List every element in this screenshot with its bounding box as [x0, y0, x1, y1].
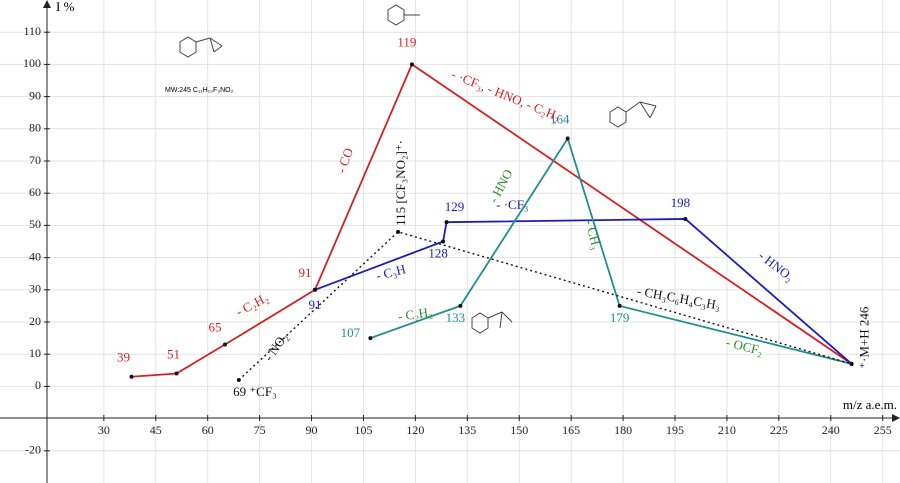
- point: [565, 136, 570, 141]
- x-tick-label: 180: [614, 423, 632, 437]
- y-tick-label: 30: [29, 282, 41, 296]
- point: [313, 287, 317, 292]
- y-tick-label: 50: [29, 217, 41, 231]
- x-axis-arrow: [892, 414, 900, 422]
- point-label: 198: [671, 195, 691, 210]
- x-tick-label: 60: [202, 423, 214, 437]
- y-tick-label: -20: [25, 443, 41, 457]
- point-label: 91: [299, 265, 312, 280]
- x-tick-label: 45: [150, 423, 162, 437]
- point-label: 69 ⁺CF₃: [233, 384, 277, 399]
- x-tick-label: 30: [98, 423, 110, 437]
- point: [849, 361, 854, 366]
- series-line: [314, 218, 853, 365]
- point: [458, 303, 463, 308]
- y-axis-arrow: [43, 0, 51, 8]
- x-tick-label: 150: [510, 423, 528, 437]
- y-tick-label: 100: [23, 56, 41, 70]
- y-tick-label: 90: [29, 88, 41, 102]
- x-tick-label: 90: [306, 423, 318, 437]
- x-tick-label: 240: [822, 423, 840, 437]
- annotation: - ·CF₃: [496, 197, 528, 212]
- point: [683, 216, 688, 221]
- point-label: 115 [CF₃NO₂]⁺·: [393, 140, 408, 226]
- y-axis-label: I %: [56, 0, 75, 14]
- x-tick-label: 75: [254, 423, 266, 437]
- point-label: 107: [341, 325, 361, 340]
- annotation: - C₂H₂: [397, 304, 433, 324]
- point: [396, 229, 401, 234]
- x-tick-label: 120: [406, 423, 424, 437]
- y-tick-label: 10: [29, 346, 41, 360]
- x-axis-label: m/z a.e.m.: [843, 397, 897, 412]
- point-label: ⁺·M+H 246: [857, 306, 872, 369]
- point: [223, 342, 227, 347]
- point: [368, 336, 373, 341]
- point-label: 51: [167, 347, 180, 362]
- annotation: - C₃H: [374, 261, 407, 283]
- point-label: 129: [445, 199, 465, 214]
- x-tick-label: 255: [874, 423, 892, 437]
- point-label: 164: [550, 111, 570, 126]
- point: [129, 374, 134, 379]
- series-line: [131, 63, 853, 378]
- x-tick-label: 210: [718, 423, 736, 437]
- y-tick-label: 40: [29, 249, 41, 263]
- annotation: - CH₃: [582, 218, 604, 251]
- point: [174, 371, 179, 376]
- point: [444, 220, 449, 225]
- point: [617, 303, 622, 308]
- y-tick-label: 20: [29, 314, 41, 328]
- x-tick-label: 195: [666, 423, 684, 437]
- annotation: - CH₃C₆H₄C₃H₃: [636, 283, 722, 312]
- point-label: 128: [428, 245, 448, 260]
- annotation: - C₂H₂: [233, 290, 271, 320]
- y-tick-label: 60: [29, 185, 41, 199]
- y-tick-label: 0: [35, 378, 41, 392]
- point-label: 65: [209, 320, 222, 335]
- x-tick-label: 165: [562, 423, 580, 437]
- point-label: 39: [117, 350, 130, 365]
- x-tick-label: 105: [354, 423, 372, 437]
- y-tick-label: 110: [23, 24, 41, 38]
- point-label: 91: [309, 297, 322, 312]
- point-label: 179: [610, 310, 630, 325]
- point: [441, 239, 446, 244]
- molecule-sketch: [179, 4, 657, 334]
- annotation: - ·CF₃, - HNO, - C₂H₂: [449, 67, 562, 124]
- x-tick-label: 135: [458, 423, 476, 437]
- point: [236, 377, 241, 382]
- y-tick-label: 70: [29, 153, 41, 167]
- annotation: - CO: [333, 146, 356, 175]
- molecule-note: MW:245 C₁₁H₁₀F₃NO₂: [165, 87, 234, 94]
- x-tick-label: 225: [770, 423, 788, 437]
- annotation: - HNO₂: [756, 248, 797, 285]
- point: [409, 62, 414, 67]
- point-label: 133: [446, 310, 466, 325]
- y-tick-label: 80: [29, 121, 41, 135]
- point-label: 119: [397, 34, 416, 49]
